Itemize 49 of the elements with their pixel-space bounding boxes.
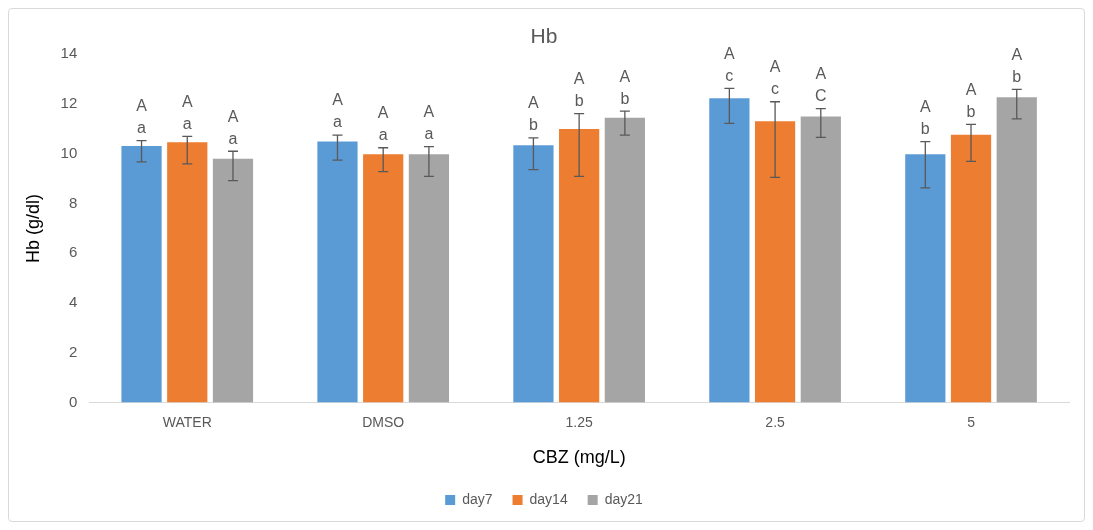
- y-tick-label: 14: [60, 44, 78, 62]
- x-tick-label: 2.5: [765, 413, 786, 430]
- y-tick-label: 10: [60, 143, 78, 161]
- bar: [604, 117, 645, 403]
- data-label: A b: [965, 80, 977, 120]
- bar: [754, 121, 796, 403]
- data-label: A b: [619, 67, 631, 107]
- x-tick-label: WATER: [162, 413, 212, 430]
- bar: [363, 154, 404, 403]
- data-label: A b: [1011, 45, 1023, 85]
- y-tick-label: 6: [68, 243, 78, 261]
- data-label: A a: [377, 104, 389, 144]
- x-tick-label: 1.25: [565, 413, 593, 430]
- y-tick-label: 12: [60, 94, 78, 112]
- data-label: A c: [724, 44, 736, 84]
- bar: [167, 142, 208, 403]
- y-tick-label: 4: [68, 293, 78, 311]
- data-label: A b: [919, 97, 931, 137]
- y-tick-label: 2: [68, 342, 78, 360]
- bar: [559, 129, 600, 403]
- data-label: A a: [136, 96, 148, 136]
- chart-title: Hb: [530, 24, 558, 48]
- x-tick-label: DMSO: [362, 413, 405, 430]
- data-label: A c: [769, 58, 781, 98]
- data-label: A b: [528, 94, 540, 134]
- y-tick-label: 8: [68, 193, 78, 211]
- data-label: A a: [227, 107, 239, 147]
- data-label: A b: [573, 70, 585, 110]
- bar: [905, 154, 946, 403]
- bar: [950, 134, 992, 403]
- data-label: A a: [181, 92, 193, 132]
- y-axis-title: Hb (g/dl): [22, 193, 43, 263]
- y-tick-label: 0: [68, 392, 78, 410]
- legend-label: day7: [462, 490, 493, 507]
- bar: [996, 97, 1037, 403]
- data-label: A a: [332, 91, 344, 131]
- x-tick-label: 5: [967, 413, 976, 430]
- legend-label: day14: [529, 490, 568, 507]
- x-axis-title: CBZ (mg/L): [532, 447, 626, 468]
- bar: [121, 146, 162, 403]
- bar: [212, 158, 254, 403]
- data-label: A a: [423, 102, 435, 142]
- bar: [317, 141, 358, 403]
- legend-label: day21: [604, 490, 644, 507]
- data-label: A C: [815, 65, 827, 105]
- bar: [408, 154, 450, 403]
- bar: [709, 98, 750, 403]
- bar: [513, 145, 554, 403]
- bar: [800, 116, 841, 403]
